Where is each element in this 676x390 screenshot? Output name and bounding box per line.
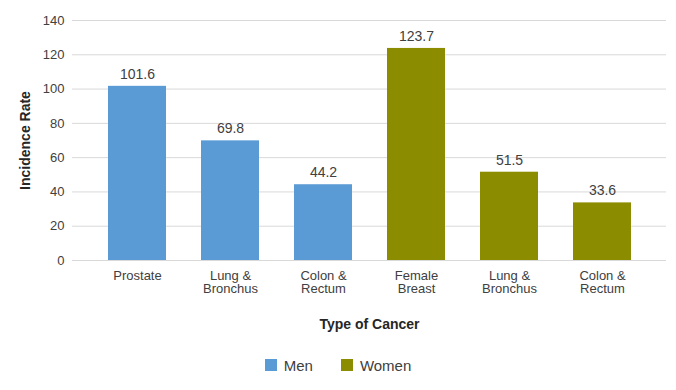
svg-text:Lung &Bronchus: Lung &Bronchus (482, 268, 537, 296)
svg-text:Colon &Rectum: Colon &Rectum (300, 268, 347, 296)
html-text:Women: Women (359, 356, 412, 374)
svg-text:Type of Cancer: Type of Cancer (319, 316, 420, 332)
svg-text:Colon &Rectum: Colon &Rectum (579, 268, 626, 296)
svg-text:123.7: 123.7 (399, 28, 434, 44)
svg-text:80: 80 (50, 116, 64, 131)
svg-text:Incidence Rate: Incidence Rate (17, 91, 33, 190)
svg-text:0: 0 (57, 253, 64, 268)
svg-text:20: 20 (50, 218, 64, 233)
svg-text:FemaleBreast: FemaleBreast (395, 268, 438, 296)
svg-text:51.5: 51.5 (496, 152, 523, 168)
svg-text:69.8: 69.8 (217, 120, 244, 136)
svg-text:Prostate: Prostate (113, 268, 161, 283)
html-text:Men: Men (283, 356, 313, 374)
svg-text:140: 140 (43, 13, 65, 28)
svg-text:101.6: 101.6 (120, 66, 155, 82)
svg-text:44.2: 44.2 (310, 164, 337, 180)
svg-text:60: 60 (50, 150, 64, 165)
svg-text:Lung &Bronchus: Lung &Bronchus (203, 268, 258, 296)
svg-text:33.6: 33.6 (589, 182, 616, 198)
svg-text:120: 120 (43, 47, 65, 62)
svg-text:40: 40 (50, 184, 64, 199)
svg-text:100: 100 (43, 81, 65, 96)
